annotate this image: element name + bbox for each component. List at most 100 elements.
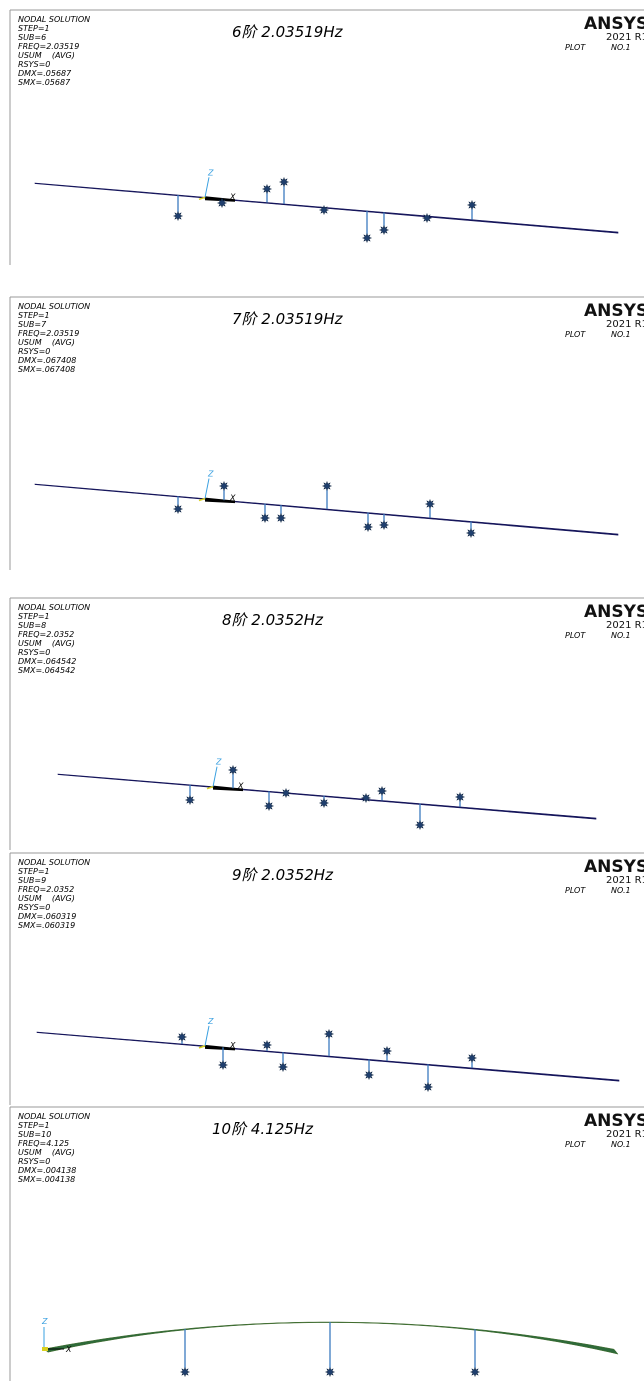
- axis-z: [205, 1026, 209, 1046]
- sensor-marker: [277, 514, 286, 523]
- version: 2021 R1: [606, 875, 644, 886]
- sensor-marker: [181, 1368, 190, 1377]
- info-line: DMX=.060319: [18, 912, 76, 921]
- info-line: DMX=.004138: [18, 1166, 76, 1175]
- plot-panel: NODAL SOLUTIONSTEP=1SUB=10FREQ=4.125USUM…: [10, 1107, 644, 1381]
- sensor-marker: [261, 514, 270, 523]
- plot-number: NO.1: [611, 43, 631, 52]
- axis-z-label: Z: [215, 758, 222, 767]
- info-line: SMX=.05687: [18, 78, 71, 87]
- sensor-marker: [219, 1061, 228, 1070]
- sensor-marker: [467, 529, 476, 538]
- sensor-marker: [423, 214, 432, 223]
- version: 2021 R1: [606, 319, 644, 330]
- sensor-marker: [323, 482, 332, 491]
- sensor-marker: [378, 787, 387, 796]
- info-line: STEP=1: [18, 311, 50, 320]
- info-line: FREQ=2.03519: [18, 329, 79, 338]
- sensor-marker: [468, 1054, 477, 1063]
- info-line: STEP=1: [18, 867, 50, 876]
- info-line: DMX=.064542: [18, 657, 76, 666]
- info-line: RSYS=0: [18, 347, 50, 356]
- axis-x-label: X: [229, 1041, 236, 1050]
- info-line: SUB=9: [18, 876, 46, 885]
- sensor-marker: [174, 212, 183, 221]
- axis-x-label: X: [229, 494, 236, 503]
- info-line: SUB=8: [18, 621, 46, 630]
- info-line: USUM (AVG): [18, 338, 75, 347]
- sensor-marker: [325, 1030, 334, 1039]
- beam: [44, 1322, 618, 1354]
- info-line: USUM (AVG): [18, 894, 75, 903]
- plot-number: NO.1: [611, 886, 631, 895]
- sensor-marker: [383, 1047, 392, 1056]
- sensor-marker: [380, 226, 389, 235]
- info-line: DMX=.067408: [18, 356, 76, 365]
- version: 2021 R1: [606, 620, 644, 631]
- axis-z: [213, 767, 217, 787]
- axis-z: [205, 479, 209, 499]
- info-line: SUB=10: [18, 1130, 51, 1139]
- version: 2021 R1: [606, 32, 644, 43]
- sensor-marker: [424, 1083, 433, 1092]
- info-line: DMX=.05687: [18, 69, 72, 78]
- info-line: SMX=.067408: [18, 365, 75, 374]
- info-line: SMX=.064542: [18, 666, 75, 675]
- info-line: RSYS=0: [18, 1157, 50, 1166]
- info-line: NODAL SOLUTION: [18, 603, 90, 612]
- page: NODAL SOLUTIONSTEP=1SUB=6FREQ=2.03519USU…: [0, 0, 644, 1381]
- sensor-marker: [282, 789, 291, 798]
- sensor-marker: [279, 1063, 288, 1072]
- sensor-marker: [229, 766, 238, 775]
- sensor-marker: [220, 482, 229, 491]
- plot-panel: NODAL SOLUTIONSTEP=1SUB=7FREQ=2.03519USU…: [10, 297, 644, 570]
- sensor-marker: [263, 1041, 272, 1050]
- brand: ANSYS: [584, 14, 644, 34]
- sensor-marker: [265, 802, 274, 811]
- info-line: RSYS=0: [18, 648, 50, 657]
- sensor-marker: [456, 793, 465, 802]
- brand: ANSYS: [584, 602, 644, 622]
- plot-number: NO.1: [611, 330, 631, 339]
- info-line: FREQ=2.03519: [18, 42, 79, 51]
- info-line: NODAL SOLUTION: [18, 302, 90, 311]
- sensor-marker: [280, 178, 289, 187]
- beam: [58, 774, 596, 819]
- axis-z-label: Z: [41, 1317, 48, 1326]
- axis-z: [205, 177, 209, 197]
- axis-z-label: Z: [207, 470, 214, 479]
- plot-title: 10阶 4.125Hz: [212, 1120, 314, 1138]
- info-line: RSYS=0: [18, 903, 50, 912]
- info-line: FREQ=4.125: [18, 1139, 69, 1148]
- info-line: FREQ=2.0352: [18, 885, 74, 894]
- info-line: RSYS=0: [18, 60, 50, 69]
- sensor-marker: [174, 505, 183, 514]
- axis-x-label: X: [237, 782, 244, 791]
- sensor-marker: [320, 799, 329, 808]
- axis-origin: [42, 1347, 48, 1351]
- sensor-marker: [362, 794, 371, 803]
- plot-title: 6阶 2.03519Hz: [232, 23, 344, 41]
- sensor-marker: [416, 821, 425, 830]
- info-line: NODAL SOLUTION: [18, 1112, 90, 1121]
- info-line: NODAL SOLUTION: [18, 15, 90, 24]
- info-line: USUM (AVG): [18, 51, 75, 60]
- info-line: USUM (AVG): [18, 1148, 75, 1157]
- info-line: SMX=.004138: [18, 1175, 75, 1184]
- sensor-marker: [320, 206, 329, 215]
- sensor-marker: [471, 1368, 480, 1377]
- sensor-marker: [468, 201, 477, 210]
- info-line: FREQ=2.0352: [18, 630, 74, 639]
- plot-label: PLOT: [565, 886, 586, 895]
- sensor-marker: [218, 199, 227, 208]
- plot-label: PLOT: [565, 1140, 586, 1149]
- axis-z-label: Z: [207, 1017, 214, 1026]
- plot-title: 8阶 2.0352Hz: [222, 611, 324, 629]
- sensor-marker: [263, 185, 272, 194]
- brand: ANSYS: [584, 857, 644, 877]
- plot-label: PLOT: [565, 330, 586, 339]
- brand: ANSYS: [584, 1111, 644, 1131]
- plot-number: NO.1: [611, 1140, 631, 1149]
- plot-label: PLOT: [565, 43, 586, 52]
- sensor-marker: [326, 1368, 335, 1377]
